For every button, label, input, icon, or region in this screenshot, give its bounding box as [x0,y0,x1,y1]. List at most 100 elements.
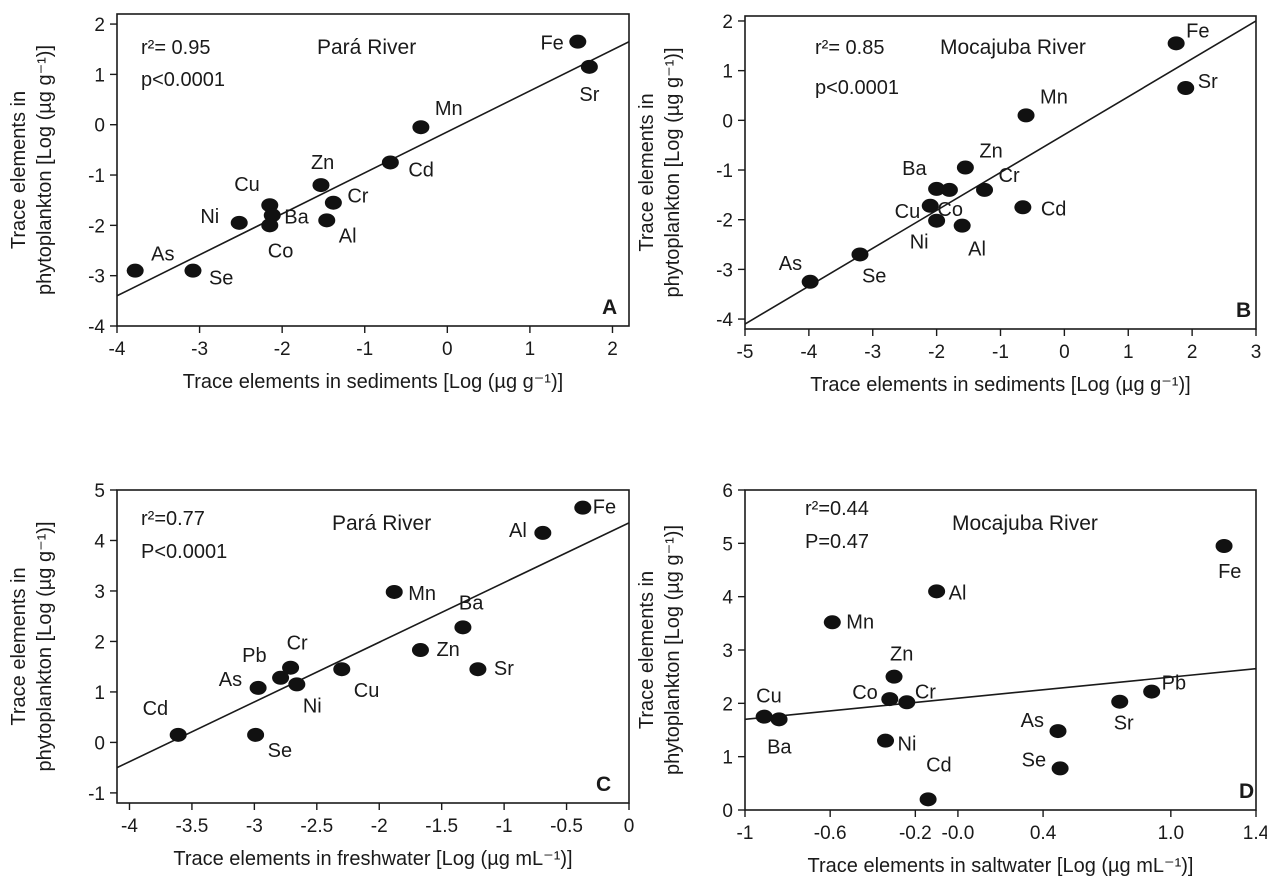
chart-panel-c: -4 -3.5 -3 -2.5 -2 -1.5 -1 -0.5 0 -1 0 1 2 3 4 5 Fe Al Mn B… [8,481,634,870]
data-point-mn [1017,108,1035,123]
data-point-al [928,584,946,599]
data-point-co [881,692,899,707]
data-point-cd [919,792,937,807]
y-tick-label: 1 [94,65,105,86]
x-tick-label: 1.0 [1158,823,1184,844]
point-label-sr: Sr [494,658,514,680]
point-label-cu: Cu [756,686,782,708]
x-tick-label: 1.4 [1243,823,1267,844]
point-label-ni: Ni [303,695,322,717]
data-point-al [953,218,971,233]
p-value-label: p<0.0001 [141,69,225,91]
data-point-se [184,263,202,278]
x-tick-label: 0 [442,339,453,360]
x-tick-label: -2.5 [300,816,333,837]
y-tick-label: 0 [94,733,105,754]
point-label-cd: Cd [926,754,952,776]
data-point-mn [823,615,841,630]
x-tick-label: -0.6 [814,823,847,844]
x-tick-label: 2 [1187,342,1198,363]
chart-panel-a: -4 -3 -2 -1 0 1 2 -4 -3 -2 -1 0 1 2 Fe Sr Mn Cd Zn Cr Al Cu Ba… [8,13,630,393]
data-point-al [534,525,552,540]
data-point-cu [921,198,939,213]
y-axis-label-line2: phytoplankton [Log (µg g⁻¹)] [662,525,684,775]
point-label-fe: Fe [593,497,616,519]
point-label-zn: Zn [890,644,913,666]
data-point-cr [324,195,342,210]
x-tick-label: -3.5 [176,816,209,837]
y-tick-label: 5 [94,481,105,502]
point-label-al: Al [968,239,986,261]
panel-letter: C [596,773,611,796]
data-point-pb [272,670,290,685]
x-tick-label: -0.0 [942,823,975,844]
point-label-cr: Cr [287,633,308,655]
y-tick-label: -3 [716,260,733,281]
x-tick-label: 0 [1059,342,1070,363]
data-point-mn [385,584,403,599]
plot-frame [116,489,630,804]
point-label-sr: Sr [1114,713,1134,735]
data-point-cd [169,727,187,742]
y-axis-label-line1: Trace elements in [8,567,30,725]
point-label-al: Al [339,225,357,247]
r-squared-label: r²= 0.95 [141,37,210,59]
point-label-co: Co [937,199,963,221]
point-label-zn: Zn [436,639,459,661]
data-point-as [249,680,267,695]
r-squared-label: r²=0.44 [805,498,869,520]
point-label-ni: Ni [898,734,917,756]
r-squared-label: r²= 0.85 [815,37,884,59]
point-label-se: Se [862,265,886,287]
x-tick-label: -1.5 [425,816,458,837]
x-tick-label: -3 [864,342,881,363]
panel-letter: A [602,296,617,319]
point-label-as: As [219,669,242,691]
y-tick-label: 6 [722,481,733,502]
point-label-ni: Ni [910,232,929,254]
y-tick-label: -3 [88,267,105,288]
data-point-sr [580,59,598,74]
data-point-ni [230,215,248,230]
x-tick-label: 0.4 [1030,823,1057,844]
plot-frame [116,13,630,327]
point-label-sr: Sr [1198,71,1218,93]
point-label-co: Co [852,682,878,704]
regression-line [117,40,629,297]
data-point-ni [288,677,306,692]
chart-panel-d: -1 -0.6 -0.2 -0.0 0.4 1.0 1.4 0 1 2 3 4 5 6 Fe Al Mn Zn Co… [636,481,1267,877]
data-point-fe [1167,36,1185,51]
x-axis-label: Trace elements in freshwater [Log (µg mL… [173,848,572,870]
data-point-co [261,218,279,233]
point-label-cu: Cu [234,174,260,196]
point-label-as: As [151,244,174,266]
data-point-se [851,247,869,262]
y-tick-label: 4 [94,531,105,552]
point-label-zn: Zn [979,141,1002,163]
data-point-cd [381,155,399,170]
data-point-fe [1215,539,1233,553]
data-point-ni [928,213,946,228]
y-tick-label: 1 [722,62,733,83]
data-point-zn [411,643,429,658]
y-axis-label-line1: Trace elements in [8,91,30,249]
point-label-mn: Mn [435,98,463,120]
p-value-label: P=0.47 [805,531,869,553]
y-axis-label-line2: phytoplankton [Log (µg g⁻¹)] [662,48,684,298]
point-label-cd: Cd [1041,198,1067,220]
x-tick-label: -1 [992,342,1009,363]
point-label-fe: Fe [540,33,563,55]
point-label-cr: Cr [915,681,936,703]
point-label-cd: Cd [408,159,434,181]
point-label-ba: Ba [902,158,927,180]
r-squared-label: r²=0.77 [141,508,205,530]
regression-line [745,20,1256,325]
x-tick-label: -5 [737,342,754,363]
data-point-fe [569,34,587,49]
y-tick-label: 5 [722,534,733,555]
y-axis-label-line1: Trace elements in [636,571,658,729]
regression-line [117,522,629,769]
x-tick-label: -1 [496,816,513,837]
